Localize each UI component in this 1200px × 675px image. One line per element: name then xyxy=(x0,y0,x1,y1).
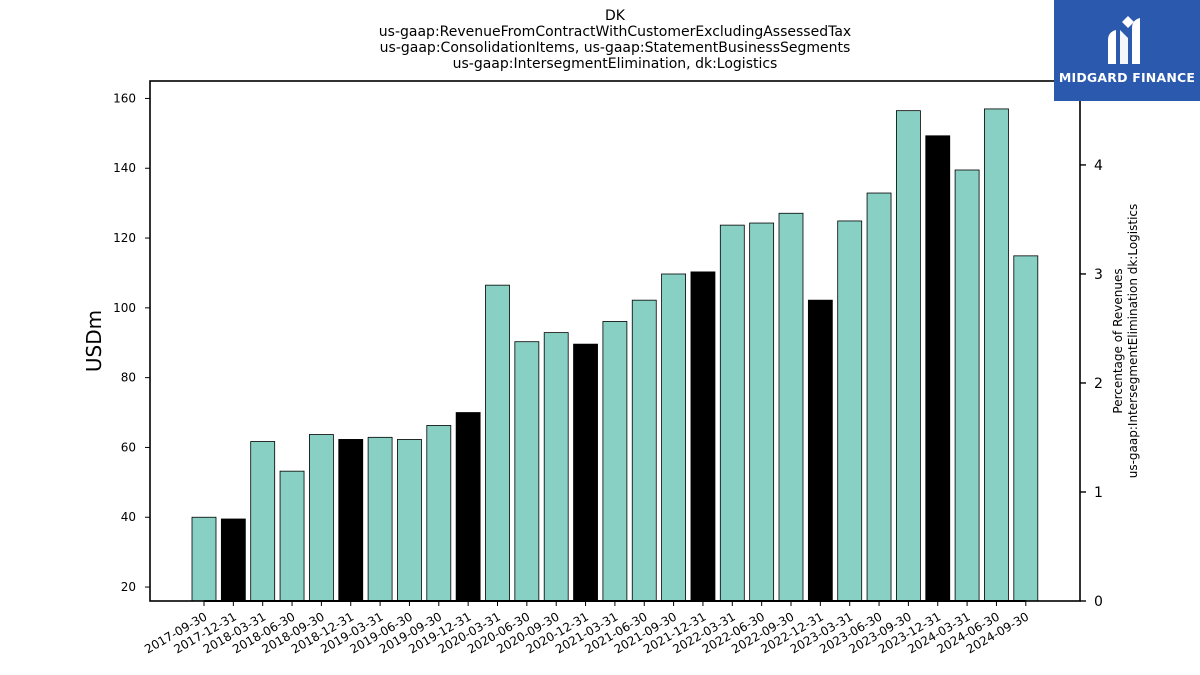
y2-tick-label: 1 xyxy=(1094,485,1103,501)
bar-2024-03-31 xyxy=(954,169,980,602)
y2-axis-label-line-2: us-gaap:IntersegmentElimination dk:Logis… xyxy=(1126,204,1140,479)
y2-tick-label: 2 xyxy=(1094,376,1103,392)
bar-2019-03-31 xyxy=(367,436,393,602)
midgard-logo-icon xyxy=(1108,16,1140,64)
bar-2017-12-31 xyxy=(220,518,246,602)
y2-tick-label: 3 xyxy=(1094,267,1103,283)
bar-2021-12-31 xyxy=(690,271,716,602)
y2-axis-label-line-1: Percentage of Revenues xyxy=(1111,268,1125,413)
bar-2021-06-30 xyxy=(631,299,657,602)
bar-2019-12-31 xyxy=(455,412,481,602)
title-line-2: us-gaap:RevenueFromContractWithCustomerE… xyxy=(379,24,851,40)
brand-logo: MIDGARD FINANCE xyxy=(1054,0,1200,101)
y2-tick-label: 0 xyxy=(1094,594,1103,610)
bar-2020-06-30 xyxy=(514,341,540,602)
bar-2019-06-30 xyxy=(397,439,422,602)
bar-2024-06-30 xyxy=(984,108,1009,602)
y2-axis-ticks: 0 1 2 3 4 xyxy=(1080,158,1103,610)
bar-series xyxy=(191,108,1039,602)
bar-2022-12-31 xyxy=(807,299,833,602)
bar-2023-09-30 xyxy=(896,110,921,602)
bar-2022-06-30 xyxy=(749,222,775,602)
bar-2018-03-31 xyxy=(250,441,276,602)
y-tick-label: 100 xyxy=(113,301,136,315)
bar-2022-03-31 xyxy=(719,224,745,602)
bar-2020-12-31 xyxy=(573,343,598,602)
bar-2023-06-30 xyxy=(866,192,892,602)
y-axis-ticks: 20 40 60 80 100 120 140 160 xyxy=(113,91,150,594)
x-axis-ticks: 2017-09-302017-12-312018-03-312018-06-30… xyxy=(142,601,1031,656)
bar-2024-09-30 xyxy=(1013,255,1039,602)
y-tick-label: 140 xyxy=(113,161,136,175)
brand-name: MIDGARD FINANCE xyxy=(1058,70,1196,85)
bar-2021-03-31 xyxy=(602,321,628,602)
plot-frame xyxy=(149,80,1081,602)
bar-2018-09-30 xyxy=(308,434,334,602)
y-tick-label: 20 xyxy=(121,580,136,594)
bar-2018-12-31 xyxy=(338,439,364,602)
y2-tick-label: 4 xyxy=(1094,158,1103,174)
title-line-1: DK xyxy=(605,8,626,24)
bar-2017-09-30 xyxy=(191,516,217,602)
title-line-3: us-gaap:ConsolidationItems, us-gaap:Stat… xyxy=(380,40,851,56)
y-tick-label: 80 xyxy=(121,371,136,385)
bar-2020-09-30 xyxy=(543,332,569,602)
y-tick-label: 60 xyxy=(121,440,136,454)
title-line-4: us-gaap:IntersegmentElimination, dk:Logi… xyxy=(453,56,778,72)
chart-title: DK us-gaap:RevenueFromContractWithCustom… xyxy=(379,8,851,72)
y-tick-label: 160 xyxy=(113,91,136,105)
bar-2020-03-31 xyxy=(485,284,510,602)
bar-2021-09-30 xyxy=(661,273,686,602)
bar-2019-09-30 xyxy=(426,425,452,602)
y-tick-label: 120 xyxy=(113,231,136,245)
y-axis-label: USDm xyxy=(82,310,106,372)
bar-2022-09-30 xyxy=(778,212,804,602)
bar-2023-03-31 xyxy=(837,220,863,602)
bar-2023-12-31 xyxy=(925,135,951,602)
bar-2018-06-30 xyxy=(279,470,305,602)
y-tick-label: 40 xyxy=(121,510,136,524)
